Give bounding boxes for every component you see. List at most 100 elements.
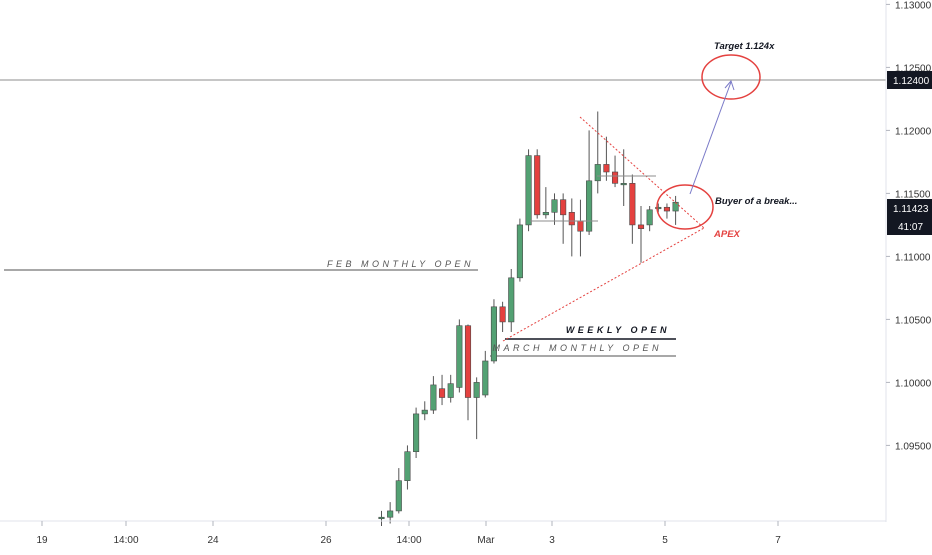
candle-body-bearish bbox=[637, 224, 645, 229]
candle-body-bullish bbox=[646, 209, 653, 226]
candle-body-bullish bbox=[413, 413, 420, 452]
candle[interactable] bbox=[473, 377, 480, 440]
candle[interactable] bbox=[594, 111, 601, 194]
projection-arrow[interactable] bbox=[689, 81, 732, 195]
y-tick-label: 1.09500 bbox=[895, 441, 932, 452]
x-tick-label: 14:00 bbox=[113, 535, 138, 546]
candle[interactable] bbox=[387, 502, 394, 524]
candle[interactable] bbox=[620, 149, 627, 206]
candle[interactable] bbox=[499, 301, 506, 332]
candle[interactable] bbox=[395, 468, 402, 514]
candle-body-bearish bbox=[629, 183, 636, 226]
candle[interactable] bbox=[456, 319, 463, 393]
candle-body-bullish bbox=[508, 277, 515, 323]
candle[interactable] bbox=[421, 401, 428, 421]
candle[interactable] bbox=[646, 206, 653, 232]
candle-body-bullish bbox=[473, 382, 480, 398]
candle-body-bearish bbox=[603, 164, 610, 173]
candle[interactable] bbox=[637, 206, 645, 263]
candle[interactable] bbox=[447, 374, 454, 403]
target-ellipse[interactable] bbox=[701, 54, 761, 100]
target-price-label: 1.12400 bbox=[893, 76, 930, 87]
triangle-lower-trendline[interactable] bbox=[502, 227, 705, 342]
candle-body-bullish bbox=[551, 199, 558, 213]
x-tick-label: Mar bbox=[477, 535, 495, 546]
candle-body-bearish bbox=[577, 220, 584, 232]
candle-body-bullish bbox=[387, 510, 394, 518]
candle-body-bullish bbox=[395, 480, 402, 512]
candle-body-bullish bbox=[456, 325, 463, 388]
current-price-tag bbox=[887, 199, 932, 235]
buyer-annotation[interactable]: Buyer of a break... bbox=[715, 196, 797, 207]
target-annotation[interactable]: Target 1.124x bbox=[714, 41, 775, 52]
weekly-open-label[interactable]: WEEKLY OPEN bbox=[566, 325, 670, 335]
x-tick-label: 19 bbox=[36, 535, 48, 546]
price-axis[interactable]: 1.13000 1.12500 1.12000 1.11500 1.11000 1.105… bbox=[886, 0, 932, 452]
y-tick-label: 1.10000 bbox=[895, 378, 932, 389]
candle[interactable] bbox=[438, 374, 446, 406]
candle-body-bullish bbox=[586, 180, 593, 232]
candle-body-bullish bbox=[655, 206, 662, 210]
candle-body-bullish bbox=[447, 383, 454, 398]
candle-body-bullish bbox=[594, 164, 601, 182]
current-price-label: 1.11423 bbox=[893, 204, 929, 215]
candle[interactable] bbox=[413, 407, 420, 458]
y-tick-label: 1.12000 bbox=[895, 126, 932, 137]
candle-body-bullish bbox=[421, 409, 428, 415]
candle[interactable] bbox=[611, 155, 619, 188]
candle-body-bullish bbox=[482, 360, 489, 396]
x-tick-label: 5 bbox=[662, 535, 668, 546]
break-zone-ellipse[interactable] bbox=[656, 184, 714, 230]
candle[interactable] bbox=[404, 445, 411, 490]
candle[interactable] bbox=[490, 299, 498, 364]
candle[interactable] bbox=[603, 136, 610, 181]
march-monthly-open-label[interactable]: MARCH MONTHLY OPEN bbox=[492, 343, 662, 353]
candle-body-bullish bbox=[672, 201, 679, 212]
candle-body-bearish bbox=[663, 206, 671, 212]
candle-body-bullish bbox=[525, 155, 532, 226]
candle[interactable] bbox=[430, 376, 437, 414]
candle[interactable] bbox=[577, 199, 584, 257]
candle-body-bearish bbox=[499, 306, 506, 323]
candle[interactable] bbox=[534, 149, 541, 219]
candle-body-bullish bbox=[430, 384, 437, 411]
candle[interactable] bbox=[516, 218, 523, 282]
candle[interactable] bbox=[508, 269, 515, 332]
apex-annotation[interactable]: APEX bbox=[713, 229, 741, 240]
candle[interactable] bbox=[586, 130, 593, 235]
candle[interactable] bbox=[560, 193, 567, 244]
drawings-layer: Target 1.124x Buyer of a break... APEX F… bbox=[327, 41, 797, 353]
candle-body-bearish bbox=[438, 388, 446, 398]
bar-countdown-label: 41:07 bbox=[898, 222, 923, 233]
levels-layer bbox=[0, 79, 886, 357]
candle[interactable] bbox=[629, 174, 636, 244]
candle[interactable] bbox=[378, 510, 385, 527]
candle[interactable] bbox=[464, 324, 472, 421]
candle[interactable] bbox=[525, 149, 532, 232]
x-tick-label: 24 bbox=[207, 535, 219, 546]
time-axis[interactable]: 19 14:00 24 26 14:00 Mar 3 5 7 bbox=[36, 521, 781, 546]
candle-body-bearish bbox=[611, 171, 619, 184]
candle-body-bearish bbox=[464, 325, 472, 398]
x-tick-label: 3 bbox=[549, 535, 555, 546]
candle[interactable] bbox=[551, 193, 558, 225]
x-tick-label: 26 bbox=[320, 535, 332, 546]
candle[interactable] bbox=[655, 203, 662, 213]
y-tick-label: 1.12500 bbox=[895, 63, 932, 74]
candle[interactable] bbox=[663, 203, 671, 219]
candle[interactable] bbox=[542, 187, 549, 219]
target-price-tag bbox=[887, 71, 932, 89]
candle[interactable] bbox=[568, 198, 575, 257]
projection-arrow-head bbox=[724, 80, 735, 91]
candle-body-bearish bbox=[534, 155, 541, 216]
x-tick-label: 14:00 bbox=[396, 535, 421, 546]
feb-monthly-open-label[interactable]: FEB MONTHLY OPEN bbox=[327, 259, 474, 269]
candle-body-bullish bbox=[542, 212, 549, 216]
candle[interactable] bbox=[482, 350, 489, 398]
x-tick-label: 7 bbox=[775, 535, 781, 546]
candle-body-bullish bbox=[620, 183, 627, 186]
candle-body-bearish bbox=[560, 199, 567, 216]
